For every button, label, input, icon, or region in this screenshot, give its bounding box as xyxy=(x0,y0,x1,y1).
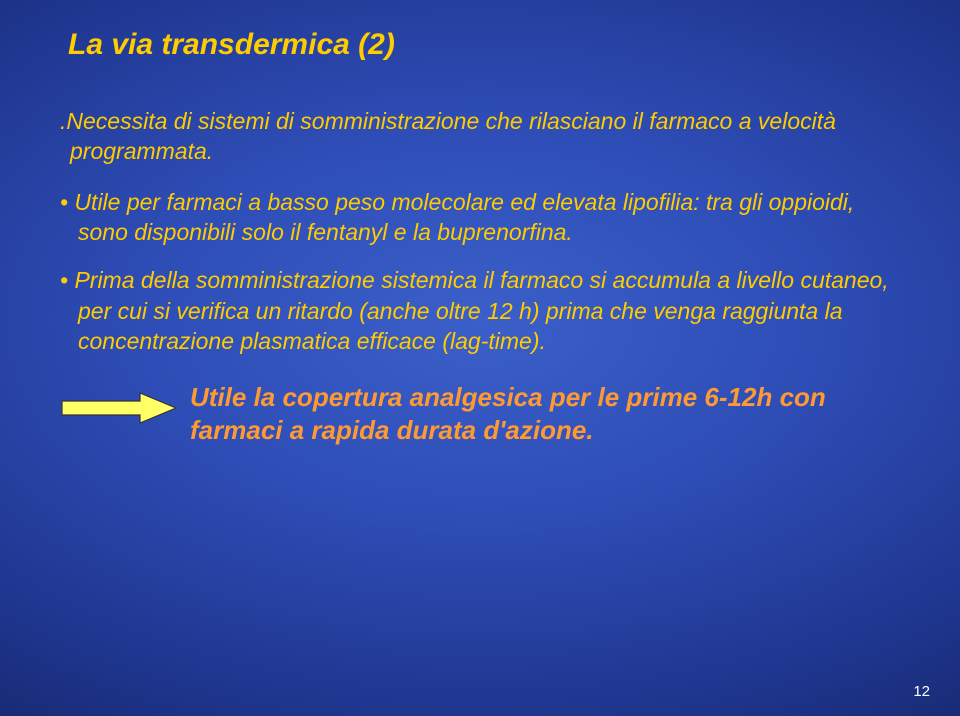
arrow-right-icon xyxy=(60,391,178,425)
arrow-wrap xyxy=(60,381,190,425)
slide: La via transdermica (2) .Necessita di si… xyxy=(0,0,960,716)
callout-row: Utile la copertura analgesica per le pri… xyxy=(60,381,900,449)
callout-text: Utile la copertura analgesica per le pri… xyxy=(190,381,900,449)
slide-body: .Necessita di sistemi di somministrazion… xyxy=(60,106,900,357)
bullet-item: .Necessita di sistemi di somministrazion… xyxy=(60,106,900,167)
page-number: 12 xyxy=(913,683,930,700)
bullet-item: • Prima della somministrazione sistemica… xyxy=(60,265,900,356)
slide-title: La via transdermica (2) xyxy=(68,28,900,62)
bullet-item: • Utile per farmaci a basso peso molecol… xyxy=(60,187,900,248)
